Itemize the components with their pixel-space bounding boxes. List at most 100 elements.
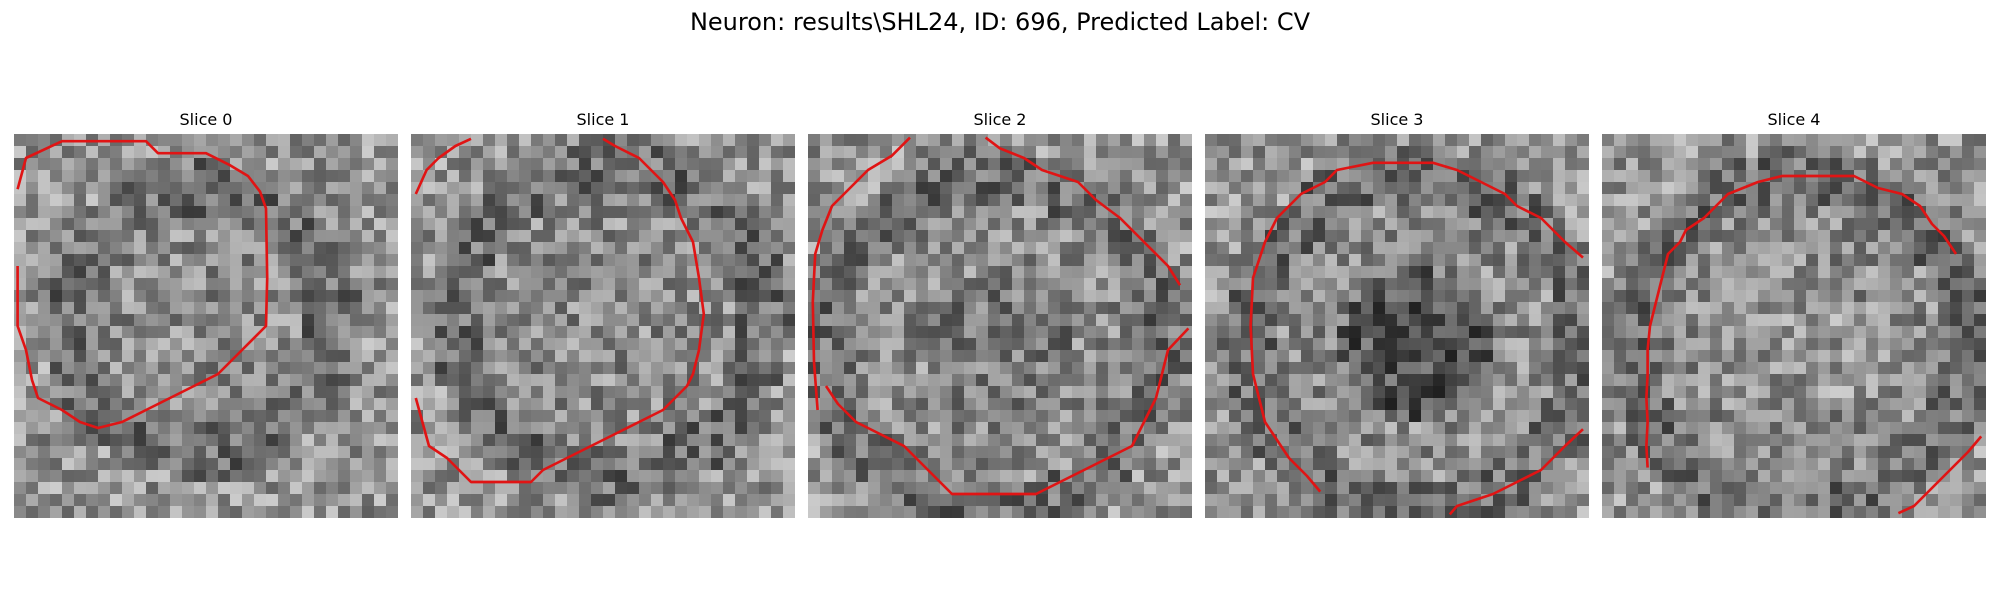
pixel	[14, 470, 27, 483]
pixel	[1241, 146, 1254, 159]
pixel	[1662, 458, 1675, 471]
pixel	[158, 170, 171, 183]
pixel	[808, 194, 821, 207]
pixel	[1397, 506, 1410, 518]
pixel	[302, 422, 315, 435]
pixel	[1878, 146, 1891, 159]
pixel	[1289, 350, 1302, 363]
pixel	[603, 206, 616, 219]
pixel	[1385, 182, 1398, 195]
pixel	[976, 170, 989, 183]
pixel	[1096, 350, 1109, 363]
pixel	[1120, 338, 1133, 351]
pixel	[1445, 266, 1458, 279]
pixel	[495, 422, 508, 435]
pixel	[759, 254, 772, 267]
pixel	[1012, 278, 1025, 291]
pixel	[663, 458, 676, 471]
pixel	[1505, 302, 1518, 315]
pixel	[206, 242, 219, 255]
pixel	[1253, 134, 1266, 147]
pixel	[314, 182, 327, 195]
pixel	[447, 374, 460, 387]
pixel	[206, 398, 219, 411]
pixel	[1662, 290, 1675, 303]
pixel	[603, 362, 616, 375]
pixel	[1638, 446, 1651, 459]
pixel	[1926, 254, 1939, 267]
pixel	[1686, 338, 1699, 351]
pixel	[1758, 254, 1771, 267]
pixel	[471, 182, 484, 195]
pixel	[170, 194, 183, 207]
microscopy-slice-image-1	[411, 134, 795, 518]
pixel	[14, 362, 27, 375]
pixel	[338, 350, 351, 363]
pixel	[1421, 206, 1434, 219]
pixel	[1962, 230, 1975, 243]
pixel	[1265, 494, 1278, 507]
pixel	[735, 218, 748, 231]
pixel	[711, 458, 724, 471]
pixel	[579, 146, 592, 159]
pixel	[603, 146, 616, 159]
pixel	[230, 482, 243, 495]
pixel	[218, 458, 231, 471]
pixel	[1914, 182, 1927, 195]
pixel	[1313, 458, 1326, 471]
pixel	[832, 302, 845, 315]
pixel	[471, 338, 484, 351]
pixel	[314, 482, 327, 495]
pixel	[1866, 230, 1879, 243]
pixel	[519, 398, 532, 411]
pixel	[278, 458, 291, 471]
pixel	[904, 182, 917, 195]
pixel	[1036, 290, 1049, 303]
pixel	[591, 494, 604, 507]
pixel	[591, 470, 604, 483]
pixel	[699, 242, 712, 255]
pixel	[314, 194, 327, 207]
pixel	[1854, 314, 1867, 327]
pixel	[1493, 446, 1506, 459]
pixel	[1782, 350, 1795, 363]
pixel	[1445, 458, 1458, 471]
pixel	[988, 242, 1001, 255]
pixel	[1469, 182, 1482, 195]
pixel	[964, 446, 977, 459]
pixel	[711, 302, 724, 315]
pixel	[1301, 278, 1314, 291]
pixel	[1373, 362, 1386, 375]
pixel	[531, 350, 544, 363]
pixel	[735, 482, 748, 495]
pixel	[146, 194, 159, 207]
pixel	[1866, 398, 1879, 411]
pixel	[1457, 182, 1470, 195]
pixel	[254, 230, 267, 243]
pixel	[627, 182, 640, 195]
pixel	[1481, 482, 1494, 495]
pixel	[1337, 422, 1350, 435]
pixel	[964, 158, 977, 171]
pixel	[495, 134, 508, 147]
pixel	[1854, 362, 1867, 375]
pixel	[1806, 206, 1819, 219]
pixel	[519, 482, 532, 495]
pixel	[1313, 506, 1326, 518]
pixel	[459, 434, 472, 447]
pixel	[928, 422, 941, 435]
pixel	[98, 254, 111, 267]
pixel	[1734, 206, 1747, 219]
pixel	[1253, 494, 1266, 507]
pixel	[1144, 458, 1157, 471]
pixel	[122, 386, 135, 399]
pixel	[1229, 146, 1242, 159]
pixel	[1541, 206, 1554, 219]
pixel	[1926, 278, 1939, 291]
pixel	[1698, 434, 1711, 447]
pixel	[928, 338, 941, 351]
pixel	[1397, 230, 1410, 243]
pixel	[1577, 446, 1589, 459]
pixel	[1385, 398, 1398, 411]
pixel	[471, 362, 484, 375]
